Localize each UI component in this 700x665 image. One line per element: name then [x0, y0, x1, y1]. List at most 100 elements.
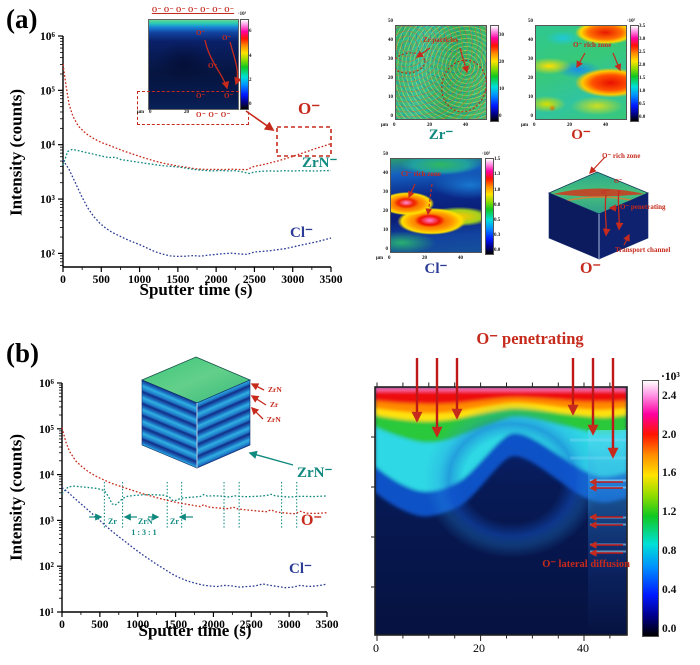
svg-text:1500: 1500 [164, 619, 187, 631]
chart-b-ylabel: Intensity (counts) [6, 433, 26, 562]
cube-a-penetrating-label: O⁻ penetrating [620, 203, 666, 211]
tick-label: 1.0 [639, 89, 646, 95]
inset-a-colorbar-ticks: 6 4 2 0 [249, 6, 261, 130]
map-cl-overlays [408, 183, 433, 216]
svg-text:0: 0 [59, 619, 65, 631]
map-zr-yticks: 50 40 30 20 10 0 [381, 19, 394, 130]
tick-label: 20 [388, 76, 393, 82]
tick-label: 40 [388, 38, 393, 44]
tick-label: 0.0 [494, 248, 501, 254]
svg-text:1000: 1000 [126, 619, 149, 631]
svg-text:1500: 1500 [166, 274, 189, 286]
tick-label: 30 [388, 57, 393, 63]
map-zr-annotation: Zr particles [423, 36, 459, 44]
inset-a-o-label-5: O⁻ [224, 92, 234, 100]
chart-b-xlabel: Sputter time (s) [138, 621, 252, 640]
curve-label-zrn-b: ZrN⁻ [297, 465, 333, 481]
tick-label: 20 [383, 209, 388, 215]
tick-label: 1.2 [662, 506, 677, 519]
heatmap-b-xtick-40: 40 [577, 641, 589, 655]
tick-label: 2.5 [639, 50, 646, 56]
inset-a-bottom-oxygen-row: O⁻ O⁻ O⁻ [196, 111, 231, 119]
heatmap-b-colorbar [642, 380, 659, 637]
tick-label: 2.0 [662, 428, 677, 441]
map-zr-title: Zr⁻ [428, 127, 454, 143]
map-zr-axis-unit: µm [381, 123, 389, 128]
map-cl-annotation: Cl⁻ rich zone [401, 170, 441, 178]
tick-label: 50 [528, 19, 533, 25]
tick-label: 0 [390, 114, 394, 120]
map-o-colorbar-title: ·10⁵ [627, 19, 636, 24]
svg-text:10⁶: 10⁶ [40, 31, 56, 43]
tick-label: 1.6 [662, 467, 677, 480]
tick-label: 1.3 [494, 172, 501, 178]
svg-text:10³: 10³ [39, 515, 55, 527]
svg-text:10¹: 10¹ [39, 607, 54, 619]
map-zr-axis-0: 0 [393, 123, 396, 128]
tick-label: 50 [388, 19, 393, 25]
heatmap-b-title: O⁻ penetrating [476, 329, 584, 348]
tick-label: 40 [383, 171, 388, 177]
svg-text:3000: 3000 [278, 619, 301, 631]
inset-a-o-label-2: O⁻ [222, 34, 232, 42]
svg-text:500: 500 [93, 274, 111, 286]
map-cl-axis-unit: µm [376, 256, 384, 261]
svg-text:10⁵: 10⁵ [40, 85, 56, 97]
map-o-image [535, 25, 627, 120]
curve-label-zrn-a: ZrN⁻ [302, 155, 338, 171]
inset-a-axis-unit: µm [137, 110, 145, 115]
curve-label-o-b: O⁻ [301, 512, 322, 529]
map-o-axis-0: 0 [533, 123, 536, 128]
tick-label: 2.0 [639, 63, 646, 69]
map-zr-image [395, 25, 487, 120]
inset-to-box-arrow [245, 110, 275, 132]
tick-label: 6 [249, 29, 252, 35]
layer-zr2-label: Zr [170, 517, 179, 526]
tick-label: 0.5 [639, 102, 646, 108]
map-cl-colorbar-ticks: 1.5 1.3 1.0 0.8 0.5 0.3 0.0 [494, 152, 510, 264]
map-cl-group: 50 40 30 20 10 0 Cl⁻ rich zone µm 0 20 40 ·10… [370, 152, 530, 292]
svg-text:2500: 2500 [243, 274, 266, 286]
svg-text:10³: 10³ [40, 194, 56, 206]
map-zr-colorbar [490, 25, 499, 122]
map-o-overlays [576, 52, 622, 72]
tick-label: 2.4 [662, 389, 677, 402]
tick-label: 10 [499, 87, 504, 93]
layer-ratio-annotation: Zr ZrN Zr 1 : 3 : 1 [98, 518, 198, 542]
svg-text:3500: 3500 [320, 274, 343, 286]
cube-b-layer-label-2: Zr [270, 400, 279, 409]
map-cl-colorbar-title: ·10⁵ [482, 152, 491, 157]
oxygen-tail-dashed-box [276, 126, 332, 157]
map-o-axis-20: 20 [567, 123, 572, 128]
inset-a-o-label-3: O⁻ [208, 62, 218, 70]
svg-text:2000: 2000 [202, 619, 225, 631]
cube-b-layer-label-1: ZrN [268, 385, 282, 394]
tick-label: 0.0 [639, 115, 646, 121]
tick-label: 3.5 [639, 24, 646, 30]
lateral-diffusion-arrows [589, 478, 623, 557]
map-o-title: O⁻ [571, 127, 591, 143]
inset-a-colorbar [240, 19, 249, 110]
map-o-annotation: O⁻ rich zone [573, 41, 612, 49]
map-o-colorbar [630, 25, 639, 122]
cube-b [140, 356, 267, 469]
svg-text:10⁴: 10⁴ [40, 140, 56, 152]
map-cl-title: Cl⁻ [424, 261, 448, 277]
tick-label: 0.4 [662, 583, 677, 596]
curve-label-o-a: O⁻ [298, 99, 321, 118]
svg-text:1000: 1000 [128, 274, 151, 286]
map-cl-axis-40: 40 [458, 256, 463, 261]
cube-a-o-label-1: O⁻ [614, 178, 623, 185]
tick-label: 20 [528, 76, 533, 82]
svg-text:10²: 10² [39, 561, 55, 573]
inset-a-colorbar-title: ·10³ [238, 12, 247, 17]
penetration-arrows [411, 358, 619, 459]
heatmap-b-xtick-20: 20 [473, 641, 485, 655]
svg-text:2500: 2500 [240, 619, 263, 631]
depth-profile-chart-b: 10¹ 10² 10³ 10⁴ 10⁵ 10⁶ 0 500 1000 1500 2000 2500 30… [39, 378, 339, 631]
inset-a-o-label-1: O⁻ [196, 29, 206, 37]
svg-text:10⁶: 10⁶ [39, 378, 55, 390]
heatmap-b-lateral-label: O⁻ lateral diffusion [542, 559, 630, 570]
